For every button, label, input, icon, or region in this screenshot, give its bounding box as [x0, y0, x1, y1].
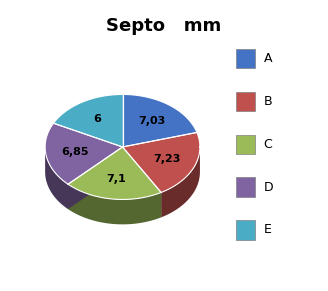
Polygon shape: [68, 147, 161, 199]
Polygon shape: [123, 147, 161, 217]
Text: 7,1: 7,1: [107, 174, 126, 184]
Bar: [236, 134, 255, 154]
Polygon shape: [53, 95, 123, 147]
Polygon shape: [123, 132, 200, 192]
Polygon shape: [68, 147, 123, 209]
Bar: [236, 178, 255, 197]
Bar: [236, 220, 255, 239]
Polygon shape: [161, 146, 200, 217]
Text: B: B: [263, 95, 272, 108]
Polygon shape: [68, 184, 161, 224]
Text: 6: 6: [93, 114, 101, 124]
Text: Septo   mm: Septo mm: [106, 17, 222, 35]
Text: C: C: [263, 138, 272, 151]
Text: E: E: [263, 223, 271, 236]
Polygon shape: [68, 147, 123, 209]
Polygon shape: [123, 95, 197, 147]
Bar: [236, 92, 255, 111]
Bar: [236, 49, 255, 68]
Polygon shape: [45, 147, 68, 209]
Polygon shape: [45, 123, 123, 184]
Text: 7,03: 7,03: [138, 116, 165, 126]
Polygon shape: [123, 147, 161, 217]
Text: 7,23: 7,23: [153, 154, 181, 164]
Text: D: D: [263, 180, 273, 194]
Text: A: A: [263, 52, 272, 65]
Text: 6,85: 6,85: [61, 147, 89, 157]
